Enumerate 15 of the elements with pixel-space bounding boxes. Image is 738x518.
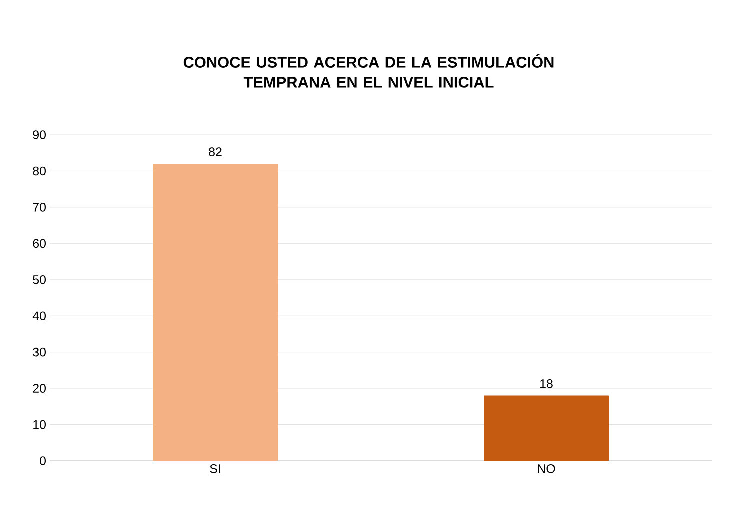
y-tick-label: 0 [40,456,46,466]
data-label: 82 [209,148,222,156]
y-tick-label: 20 [33,384,46,393]
y-tick-label: 60 [33,239,46,248]
y-tick-label: 40 [32,312,46,321]
y-tick-label: 70 [33,203,46,212]
chart-title: CONOCE USTED ACERCA DE LA ESTIMULACIÓN TEMPRANA EN EL NIVEL INICIAL [184,54,554,88]
x-tick-label: SI [210,464,220,474]
y-tick-label: 80 [33,166,46,176]
data-label: 18 [540,379,553,388]
x-tick-label: NO [538,464,556,474]
y-tick-label: 30 [33,348,46,357]
y-tick-label: 90 [33,130,46,140]
y-tick-label: 10 [34,420,46,430]
y-tick-label: 50 [33,275,46,284]
